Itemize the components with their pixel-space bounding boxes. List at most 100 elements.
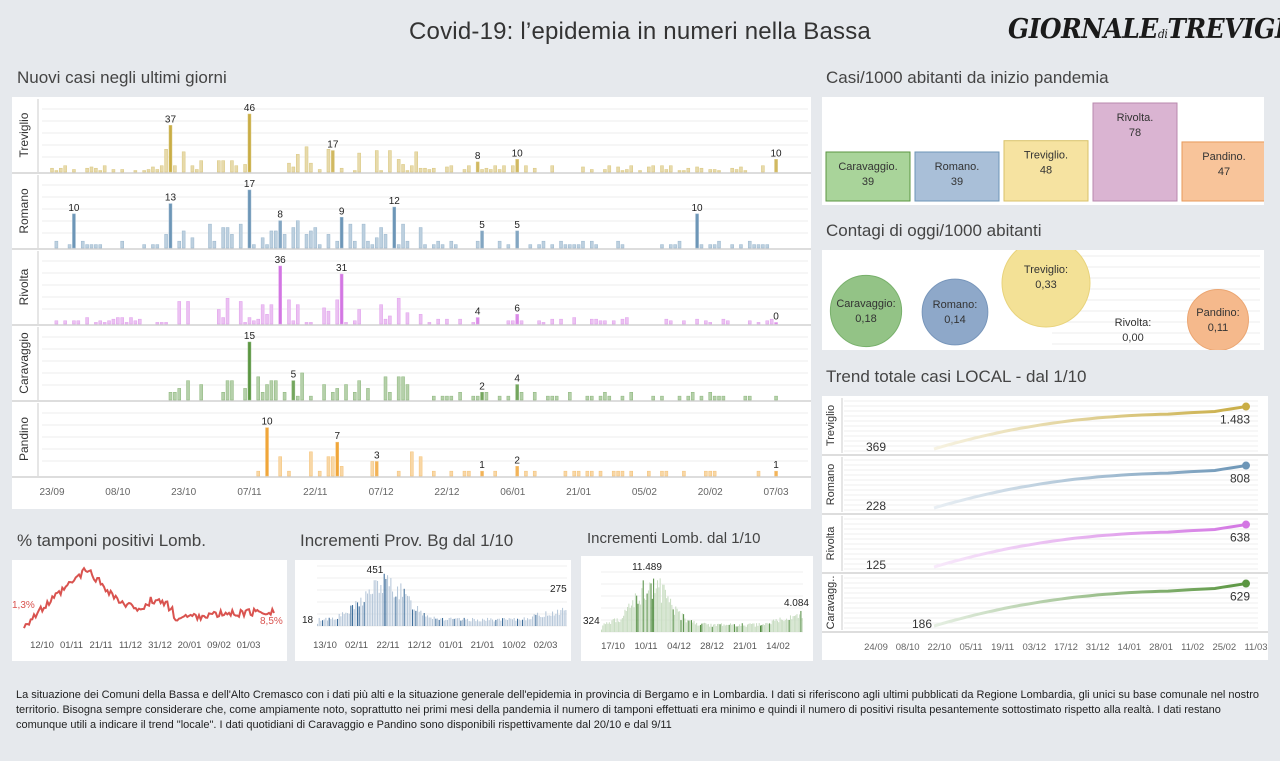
bar — [133, 320, 138, 325]
bar — [379, 227, 383, 249]
bubble-value-label: 0,18 — [855, 313, 876, 325]
row-label-romano: Romano — [17, 188, 31, 234]
bar — [430, 617, 432, 626]
bar — [477, 619, 479, 626]
bar — [168, 203, 173, 249]
bar — [395, 596, 397, 626]
bar — [655, 588, 657, 632]
bar — [553, 615, 555, 626]
bar — [511, 165, 515, 173]
bar — [318, 617, 320, 626]
bar — [500, 620, 502, 626]
bar — [615, 622, 617, 632]
bar — [746, 624, 748, 632]
bar — [748, 623, 750, 632]
bar — [664, 589, 666, 632]
bar — [734, 169, 739, 173]
bar — [743, 170, 748, 173]
bar — [610, 623, 612, 632]
bar — [300, 372, 304, 401]
bar — [541, 322, 546, 325]
x-tick-label: 21/01 — [471, 640, 495, 651]
bar — [647, 590, 649, 632]
bar — [89, 244, 94, 249]
x-tick-label: 04/12 — [667, 641, 691, 652]
x-tick-label: 22/10 — [927, 642, 951, 653]
bar — [374, 150, 379, 173]
bar — [651, 395, 655, 401]
bubble-value-label: 0,14 — [944, 314, 965, 326]
bar — [563, 244, 568, 249]
bar — [230, 234, 234, 249]
bar — [462, 169, 467, 173]
bar — [493, 165, 497, 173]
x-tick-label: 10/02 — [502, 640, 526, 651]
bar-value-label: 78 — [1129, 127, 1141, 139]
x-tick-label: 22/11 — [303, 487, 328, 498]
bar — [338, 613, 340, 626]
today-title: Contagi di oggi/1000 abitanti — [826, 221, 1042, 240]
bar — [405, 312, 410, 325]
bar — [475, 317, 480, 325]
bar — [295, 304, 300, 325]
bar — [581, 166, 585, 173]
bar — [252, 244, 256, 249]
bar — [727, 625, 729, 632]
bar — [484, 167, 489, 173]
bar — [326, 234, 331, 249]
bar — [470, 621, 472, 626]
bar — [722, 625, 724, 632]
bar — [705, 623, 707, 632]
positivity-chart: 1,3% 8,5% 12/10 01/11 21/11 11/12 31/12 20/01 09… — [12, 560, 287, 661]
bar — [449, 165, 454, 173]
bar — [330, 619, 332, 626]
bar — [256, 470, 260, 477]
bar — [243, 164, 247, 173]
bar — [393, 597, 395, 626]
bar — [365, 591, 367, 626]
bar — [559, 318, 563, 325]
bar — [339, 217, 344, 249]
bar — [523, 617, 525, 626]
bar — [590, 395, 594, 401]
bar — [287, 299, 291, 325]
bar — [712, 169, 717, 173]
newspaper-logo: GIORNALEdiTREVIGLIO — [1008, 14, 1280, 45]
bar — [668, 602, 670, 632]
bar — [576, 470, 581, 477]
bar — [94, 322, 98, 325]
bar — [775, 619, 777, 632]
x-tick-label: 13/10 — [313, 640, 337, 651]
bar — [291, 380, 296, 401]
x-tick-label: 28/12 — [700, 641, 724, 652]
bar — [793, 615, 795, 632]
bar — [331, 456, 335, 477]
bar — [774, 470, 778, 477]
bar — [543, 616, 545, 626]
bar — [636, 595, 638, 632]
bar — [671, 604, 673, 632]
bar — [757, 625, 759, 632]
bar — [124, 322, 129, 325]
bar — [353, 392, 357, 401]
bar — [664, 169, 669, 173]
data-label: 31 — [336, 263, 348, 274]
bar — [642, 580, 644, 632]
bar — [72, 213, 76, 249]
bar — [645, 599, 647, 632]
bar — [412, 609, 414, 626]
bar — [728, 624, 730, 632]
bar — [492, 619, 494, 626]
bar — [440, 618, 442, 626]
start-label: 324 — [583, 616, 600, 627]
bar — [221, 160, 225, 173]
bar — [295, 154, 300, 173]
bar — [142, 244, 146, 249]
prov-chart: 13/10 02/11 22/11 12/12 01/01 21/01 10/02 02/03… — [295, 560, 571, 661]
row-label-caravaggio: Caravagg.. — [825, 576, 837, 630]
data-label: 15 — [244, 331, 256, 342]
data-label: 4 — [475, 307, 481, 318]
bar — [522, 619, 524, 626]
trend-end-label: 629 — [1230, 590, 1250, 604]
bar — [387, 575, 389, 626]
